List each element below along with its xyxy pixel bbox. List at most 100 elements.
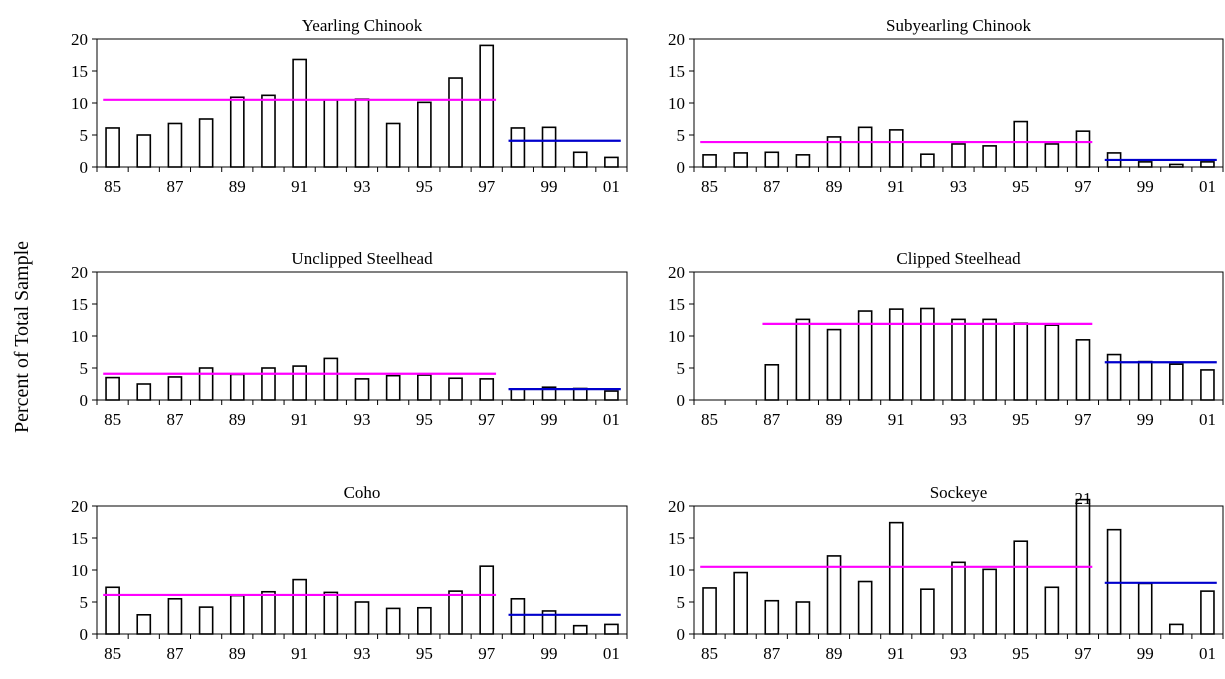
x-tick-label: 99: [1137, 410, 1154, 429]
bar: [764, 599, 780, 635]
bar: [572, 151, 588, 168]
x-tick-label: 91: [888, 644, 905, 663]
chart-title: Coho: [344, 483, 381, 502]
x-tick-label: 87: [763, 644, 781, 663]
bar: [1137, 582, 1153, 635]
bar: [1200, 161, 1215, 168]
bar: [292, 365, 307, 401]
x-tick-label: 01: [1199, 177, 1216, 196]
bar: [167, 122, 183, 168]
bar: [951, 318, 966, 401]
y-tick-label: 5: [80, 126, 89, 145]
y-tick-label: 5: [677, 593, 686, 612]
y-tick-label: 15: [668, 529, 685, 548]
y-tick-label: 10: [668, 94, 685, 113]
bar: [982, 568, 997, 635]
x-tick-label: 87: [763, 177, 781, 196]
bar: [229, 594, 245, 635]
y-tick-label: 10: [668, 561, 685, 580]
y-tick-label: 20: [668, 497, 685, 516]
chart-panel-2: Unclipped Steelhead 0 5 10 15 20 85 87 89 91 93 95 9…: [71, 249, 628, 429]
bar: [572, 624, 588, 635]
bar: [479, 44, 495, 168]
x-tick-label: 93: [950, 644, 967, 663]
x-tick-label: 85: [104, 644, 121, 663]
bar: [1044, 143, 1060, 168]
x-tick-label: 93: [354, 177, 371, 196]
x-tick-label: 89: [826, 177, 843, 196]
bar: [479, 565, 495, 635]
x-tick-label: 89: [826, 410, 843, 429]
x-tick-label: 97: [1074, 177, 1092, 196]
x-tick-label: 89: [229, 410, 246, 429]
bar: [354, 98, 370, 168]
x-tick-label: 89: [229, 644, 246, 663]
x-tick-label: 93: [950, 177, 967, 196]
x-tick-label: 95: [1012, 410, 1029, 429]
x-tick-label: 89: [229, 177, 246, 196]
bar: [510, 597, 526, 635]
y-tick-label: 20: [668, 30, 685, 49]
bar: [323, 357, 339, 401]
y-tick-label: 5: [677, 359, 686, 378]
bar: [229, 373, 245, 401]
bar: [105, 127, 120, 168]
bar: [764, 151, 780, 168]
x-tick-label: 87: [166, 177, 184, 196]
bar: [354, 378, 370, 401]
bar: [857, 580, 873, 635]
y-tick-label: 20: [71, 263, 88, 282]
bar: [510, 388, 526, 401]
y-tick-label: 0: [80, 625, 89, 644]
bar: [604, 390, 619, 401]
bar: [105, 376, 120, 401]
bar: [1075, 339, 1091, 401]
chart-title: Sockeye: [930, 483, 988, 502]
x-tick-label: 97: [1074, 644, 1092, 663]
x-tick-label: 01: [603, 644, 620, 663]
bar: [385, 607, 401, 635]
y-tick-label: 5: [80, 359, 89, 378]
x-tick-label: 99: [541, 410, 558, 429]
x-tick-label: 93: [950, 410, 967, 429]
bar: [888, 521, 904, 635]
x-tick-label: 87: [763, 410, 781, 429]
bar: [261, 590, 276, 635]
x-tick-label: 91: [291, 177, 308, 196]
bar: [323, 99, 339, 168]
chart-title: Unclipped Steelhead: [291, 249, 433, 268]
y-tick-label: 0: [80, 158, 89, 177]
bar: [417, 606, 432, 635]
x-tick-label: 87: [166, 410, 184, 429]
x-tick-label: 93: [354, 644, 371, 663]
x-tick-label: 01: [603, 177, 620, 196]
x-tick-label: 95: [416, 410, 433, 429]
y-tick-label: 0: [677, 625, 686, 644]
y-tick-label: 20: [71, 497, 88, 516]
x-tick-label: 97: [478, 177, 496, 196]
bar: [261, 94, 276, 168]
bar: [795, 601, 811, 635]
bar: [982, 318, 997, 401]
bar: [604, 156, 619, 168]
y-tick-label: 10: [71, 327, 88, 346]
x-tick-label: 85: [701, 644, 718, 663]
x-tick-label: 85: [701, 410, 718, 429]
chart-panel-3: Clipped Steelhead 0 5 10 15 20 85 87 89 91 93 95 97 9…: [668, 249, 1224, 429]
y-tick-label: 0: [677, 158, 686, 177]
bar: [541, 126, 557, 168]
x-tick-label: 01: [1199, 644, 1216, 663]
bar: [136, 613, 152, 635]
bar: [198, 118, 214, 168]
y-tick-label: 5: [677, 126, 686, 145]
chart-panel-0: Yearling Chinook 0 5 10 15 20 85 87 89 91 93 95 97 99…: [71, 16, 628, 196]
x-tick-label: 01: [1199, 410, 1216, 429]
data-label: 21: [1074, 489, 1091, 508]
y-tick-label: 20: [71, 30, 88, 49]
bar: [229, 96, 245, 168]
bar: [795, 154, 811, 168]
x-tick-label: 95: [416, 177, 433, 196]
x-tick-label: 97: [478, 410, 496, 429]
bar: [136, 134, 152, 168]
